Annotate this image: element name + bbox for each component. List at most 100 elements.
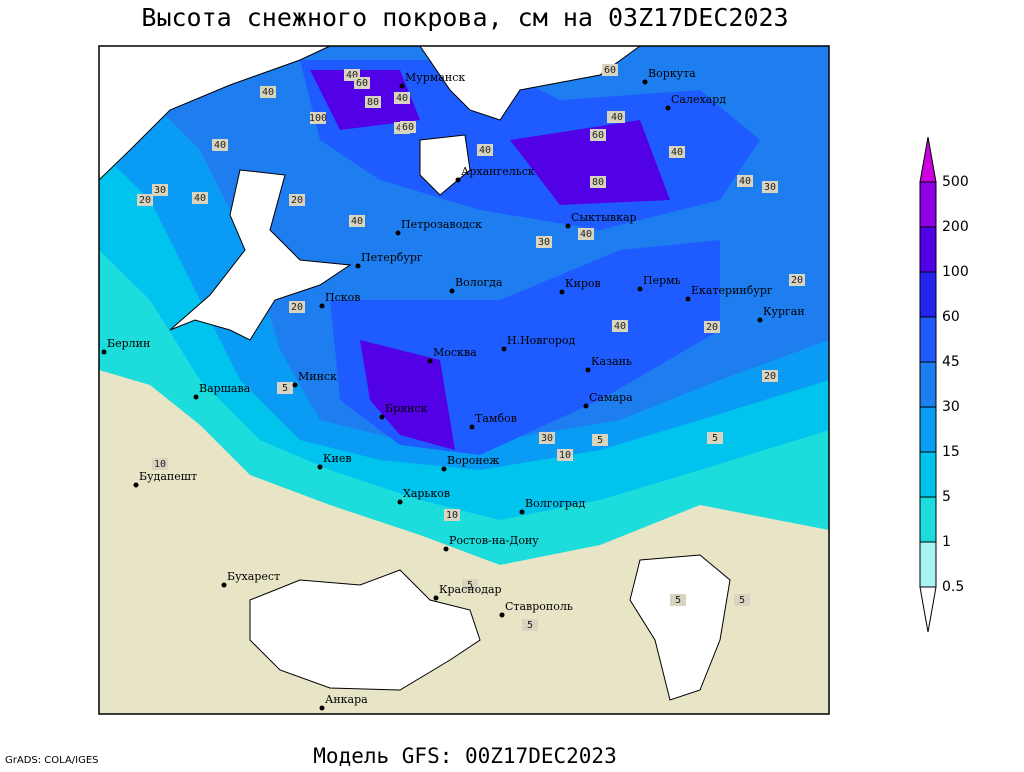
city-label: Тамбов: [475, 412, 517, 425]
contour-label-box: [670, 594, 686, 606]
city-dot: [221, 582, 227, 588]
contour-label: 10: [446, 510, 458, 521]
city-dot: [443, 546, 449, 552]
contour-label-box: [734, 594, 750, 606]
contour-label: 5: [467, 580, 473, 591]
contour-label-box: [462, 579, 478, 591]
contour-label-box: [557, 449, 573, 461]
contour-label-box: [789, 274, 805, 286]
contour-label-box: [394, 92, 410, 104]
city-label: Будапешт: [139, 470, 197, 483]
legend-swatch: [919, 316, 937, 363]
contour-label: 40: [396, 93, 408, 104]
city-dot: [565, 223, 571, 229]
legend-swatch: [919, 451, 937, 498]
contour-label: 5: [597, 435, 603, 446]
contour-label: 40: [351, 216, 363, 227]
city-label: Екатеринбург: [691, 284, 773, 297]
contour-label: 40: [262, 87, 274, 98]
contour-label-box: [539, 432, 555, 444]
contour-label: 20: [139, 195, 151, 206]
contour-label: 40: [214, 140, 226, 151]
city-dot: [355, 263, 361, 269]
legend-label: 15: [942, 444, 960, 460]
legend-end: [919, 136, 937, 183]
city-label: Варшава: [199, 382, 251, 395]
city-dot: [499, 612, 505, 618]
city-label: Волгоград: [525, 497, 585, 510]
contour-label: 60: [356, 78, 368, 89]
legend-label: 100: [942, 264, 969, 280]
contour-label-box: [578, 228, 594, 240]
credit: GrADS: COLA/IGES: [5, 755, 99, 766]
contour-label-box: [289, 301, 305, 313]
snow-zone: [510, 120, 670, 205]
city-dot: [441, 466, 447, 472]
contour-label-box: [737, 175, 753, 187]
contour-label: 80: [592, 177, 604, 188]
contour-label: 20: [764, 371, 776, 382]
city-dot: [319, 303, 325, 309]
contour-label-box: [669, 146, 685, 158]
city-dot: [427, 358, 433, 364]
city-label: Псков: [325, 291, 360, 304]
snow-zone: [360, 340, 455, 450]
sea: [98, 45, 331, 182]
legend-swatch: [919, 226, 937, 273]
contour-label-box: [212, 139, 228, 151]
legend-label: 5: [942, 489, 951, 505]
contour-label-box: [310, 112, 326, 124]
contour-label: 30: [764, 182, 776, 193]
contour-label-box: [349, 215, 365, 227]
city-dot: [101, 349, 107, 355]
city-dot: [519, 509, 525, 515]
city-label: Салехард: [671, 93, 726, 106]
city-dot: [449, 288, 455, 294]
contour-label-box: [704, 321, 720, 333]
contour-label: 40: [671, 147, 683, 158]
city-label: Воронеж: [447, 454, 499, 467]
legend-label: 200: [942, 219, 969, 235]
map: 4060804010040403020406040406080604040304…: [98, 45, 830, 715]
city-label: Харьков: [403, 487, 450, 500]
city-dot: [433, 595, 439, 601]
city-dot: [133, 482, 139, 488]
city-label: Берлин: [107, 337, 150, 350]
city-label: Пермь: [643, 274, 681, 287]
contour-label: 5: [712, 433, 718, 444]
city-dot: [642, 79, 648, 85]
contour-label: 40: [479, 145, 491, 156]
title: Высота снежного покрова, см на 03Z17DEC2…: [141, 3, 788, 32]
legend-label: 500: [942, 174, 969, 190]
city-label: Киев: [323, 452, 352, 465]
contour-label-box: [192, 192, 208, 204]
contour-label: 10: [154, 459, 166, 470]
contour-label: 20: [791, 275, 803, 286]
city-dot: [399, 83, 405, 89]
legend-label: 0.5: [942, 579, 964, 595]
contour-label: 10: [559, 450, 571, 461]
contour-label: 20: [706, 322, 718, 333]
contour-label-box: [277, 382, 293, 394]
city-dot: [501, 346, 507, 352]
city-label: Брянск: [385, 402, 428, 415]
contour-label: 5: [675, 595, 681, 606]
contour-label: 60: [592, 130, 604, 141]
contour-label-box: [762, 370, 778, 382]
legend-swatch: [919, 541, 937, 588]
contour-label: 30: [541, 433, 553, 444]
contour-label-box: [354, 77, 370, 89]
contour-label: 5: [282, 383, 288, 394]
city-label: Мурманск: [405, 71, 465, 84]
legend-label: 1: [942, 534, 951, 550]
city-label: Воркута: [648, 67, 696, 80]
contour-label-box: [289, 194, 305, 206]
contour-label-box: [590, 129, 606, 141]
contour-label-box: [536, 236, 552, 248]
city-dot: [637, 286, 643, 292]
map-frame: [98, 45, 830, 715]
contour-label-box: [592, 434, 608, 446]
sea: [419, 45, 642, 121]
